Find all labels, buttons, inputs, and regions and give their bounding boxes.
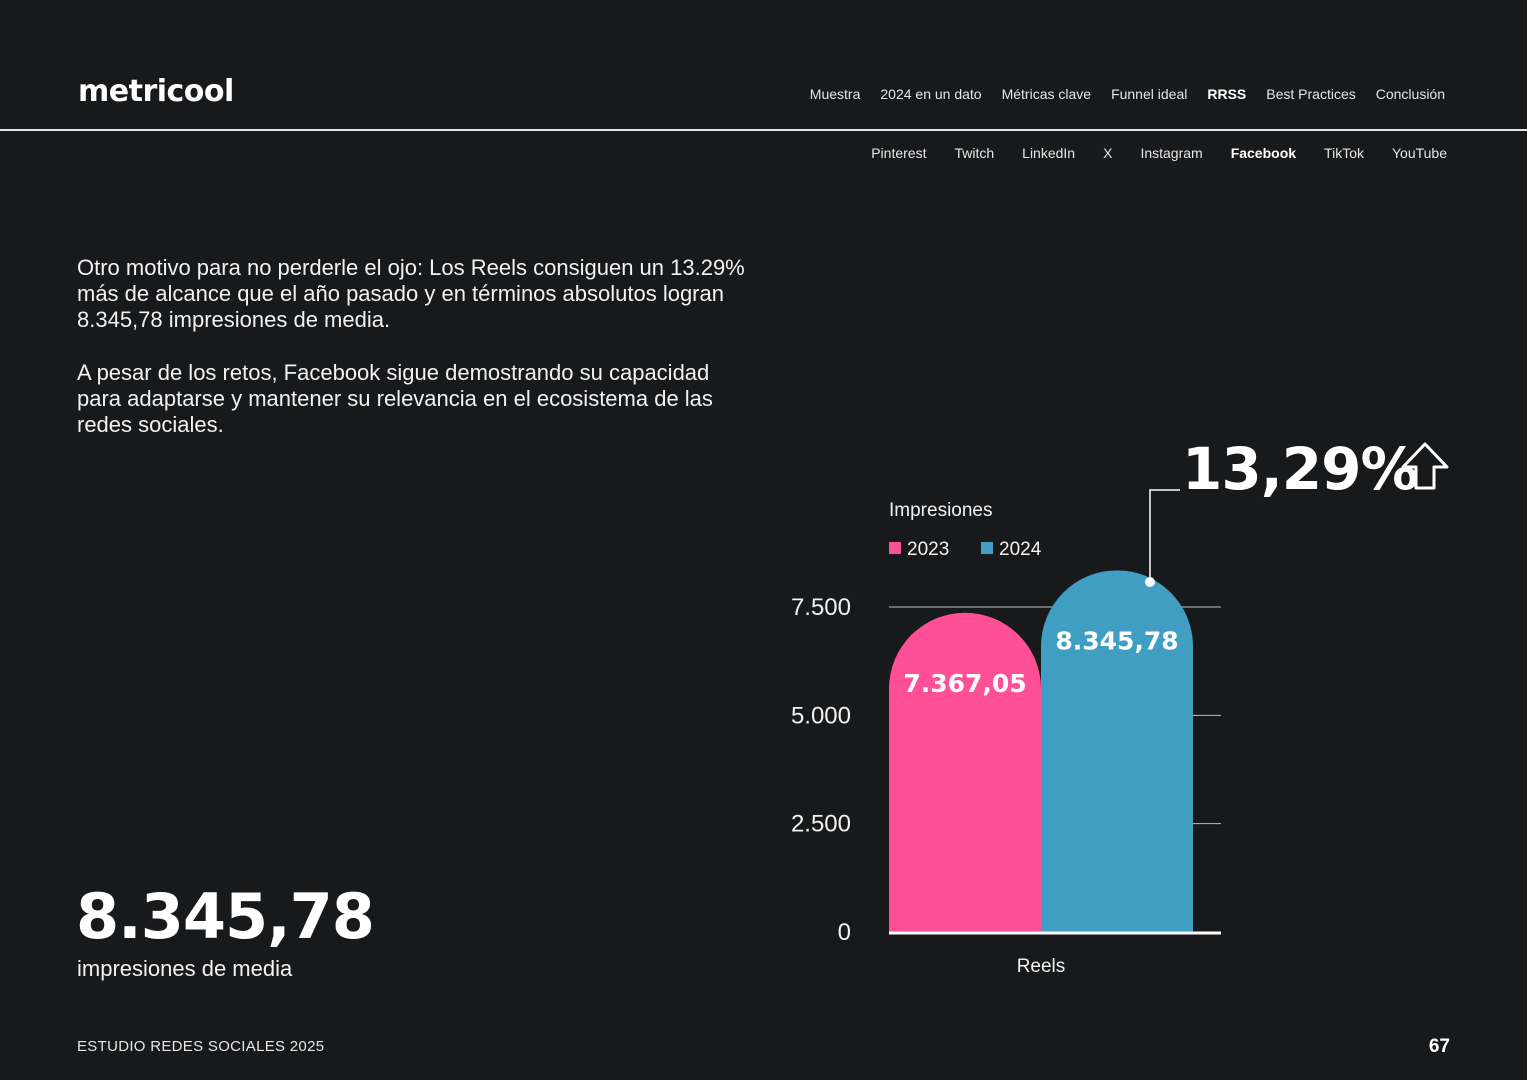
big-stat-value: 8.345,78: [76, 880, 375, 953]
annotation-leader-line: [1149, 489, 1180, 582]
chart-title: Impresiones: [889, 500, 993, 521]
body-paragraph-2: A pesar de los retos, Facebook sigue dem…: [77, 360, 713, 437]
subnav-item-instagram[interactable]: Instagram: [1140, 145, 1203, 161]
bar-2023: [889, 612, 1041, 932]
arrow-up-icon: [1401, 442, 1449, 490]
annotation-dot: [1145, 577, 1155, 587]
annotation-percent: 13,29%: [1182, 435, 1418, 503]
nav-item-m-tricas-clave[interactable]: Métricas clave: [1001, 86, 1092, 102]
subnav-item-twitch[interactable]: Twitch: [954, 145, 995, 161]
platform-subnavigation: Pinterest Twitch LinkedIn X Instagram Faceboo…: [843, 145, 1447, 161]
nav-item-rrss[interactable]: RRSS: [1207, 86, 1247, 102]
nav-item-conclusi-n[interactable]: Conclusión: [1375, 86, 1445, 102]
bar-value-label: 7.367,05: [903, 669, 1026, 698]
top-navigation: Muestra 2024 en un dato Métricas clave Funn…: [790, 86, 1445, 102]
legend-label: 2024: [999, 539, 1042, 560]
y-tick-label: 7.500: [791, 594, 851, 621]
nav-item-funnel-ideal[interactable]: Funnel ideal: [1111, 86, 1188, 102]
page-number: 67: [1428, 1036, 1450, 1057]
nav-item-best-practices[interactable]: Best Practices: [1266, 86, 1356, 102]
footer-study-title: ESTUDIO REDES SOCIALES 2025: [77, 1038, 325, 1055]
bar-value-label: 8.345,78: [1055, 626, 1178, 655]
subnav-item-x[interactable]: X: [1103, 145, 1113, 161]
metricool-logo: metricool: [78, 74, 234, 109]
bar-2024: [1041, 570, 1193, 932]
body-paragraph-1: Otro motivo para no perderle el ojo: Los…: [77, 255, 745, 332]
big-stat-label: impresiones de media: [77, 956, 293, 981]
y-tick-label: 2.500: [791, 811, 851, 838]
subnav-item-linkedin[interactable]: LinkedIn: [1022, 145, 1076, 161]
legend-swatch-2023: [889, 542, 901, 554]
legend-label: 2023: [907, 539, 949, 560]
subnav-item-pinterest[interactable]: Pinterest: [871, 145, 927, 161]
y-tick-label: 0: [838, 919, 851, 946]
subnav-item-youtube[interactable]: YouTube: [1391, 145, 1447, 161]
subnav-item-facebook[interactable]: Facebook: [1230, 145, 1297, 161]
nav-item-muestra[interactable]: Muestra: [809, 86, 861, 102]
x-category-label: Reels: [1017, 956, 1066, 977]
y-tick-label: 5.000: [791, 702, 851, 729]
subnav-item-tiktok[interactable]: TikTok: [1324, 145, 1364, 161]
nav-item-2024-en-un-dato[interactable]: 2024 en un dato: [880, 86, 982, 102]
header-divider: [0, 129, 1527, 131]
legend-swatch-2024: [981, 542, 993, 554]
